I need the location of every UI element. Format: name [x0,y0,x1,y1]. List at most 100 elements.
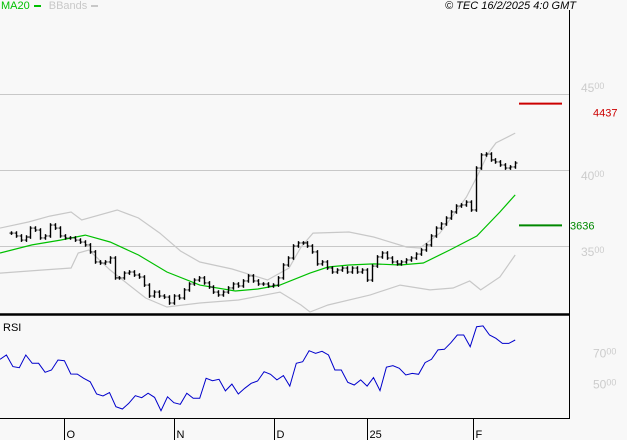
ohlc-bar [335,268,340,274]
ohlc-bar [68,236,73,240]
ohlc-bar [24,235,29,242]
ohlc-bar [301,241,306,245]
ohlc-bar [19,234,24,242]
ohlc-bar [132,270,137,277]
ohlc-bar [147,283,152,298]
price-tick-label: 3500 [581,245,604,259]
ohlc-bar [513,161,518,169]
ohlc-bar [261,282,266,286]
ohlc-bar [315,250,320,266]
copyright-timestamp: © TEC 16/2/2025 4:0 GMT [445,0,576,12]
legend-bbands-label: BBands [48,0,88,12]
ohlc-bar [469,200,474,212]
ohlc-bar [221,290,226,297]
ohlc-bar [390,256,395,264]
tick-major: 50 [593,377,607,391]
ohlc-bar [419,248,424,256]
tick-minor: 00 [594,81,604,91]
ohlc-bar [380,251,385,259]
ohlc-bar [409,256,414,262]
x-tick-label: N [177,429,185,440]
ohlc-bar [177,294,182,300]
ohlc-bar [167,295,172,305]
ohlc-bar [345,266,350,274]
ohlc-bar [117,276,122,280]
ohlc-bar [395,260,400,266]
ohlc-bar [340,266,345,272]
chart-legend: MA20 BBands [1,0,99,12]
tick-major: 70 [593,347,607,361]
ohlc-bar [454,204,459,214]
ohlc-bar [355,266,360,274]
price-gridlines [0,94,569,247]
ohlc-bar [157,290,162,298]
ohlc-bar [414,252,419,260]
ohlc-bar [434,226,439,238]
time-axis: O N D 25 F [64,419,483,440]
ohlc-bar [83,240,88,247]
ohlc-bar [137,273,142,279]
ohlc-bar [53,223,58,230]
ohlc-bar [404,258,409,264]
ohlc-bar [192,278,197,286]
ohlc-bar [484,152,489,157]
ohlc-bar [251,274,256,283]
price-levels: 4437 3636 [519,102,617,232]
ohlc-bar [365,268,370,282]
ohlc-bar [226,286,231,294]
ohlc-bar [108,256,113,264]
ohlc-bar [93,250,98,264]
ohlc-bar [271,283,276,288]
tick-minor: 00 [594,245,604,255]
legend-bbands-swatch [91,5,99,7]
ohlc-bar [142,275,147,287]
ohlc-bar [266,282,271,288]
ohlc-bar [211,285,216,294]
ohlc-bar [459,203,464,208]
ohlc-bar [281,263,286,280]
x-tick-label: O [67,429,76,440]
tick-minor: 00 [606,377,616,387]
ohlc-bar [197,276,202,282]
tick-minor: 00 [606,347,616,357]
ohlc-bar [73,236,78,242]
price-bars [9,152,518,305]
bb-upper-line [0,132,516,281]
ohlc-bar [58,226,63,238]
x-tick-label: F [476,429,483,440]
bb-lower-line [0,249,516,313]
ohlc-bar [464,200,469,207]
ohlc-bar [127,270,132,275]
ohlc-bar [449,210,454,220]
ohlc-bar [14,231,19,238]
ohlc-bar [88,243,93,254]
ohlc-bar [256,279,261,286]
bollinger-bands [0,132,516,313]
rsi-tick-label: 7000 [593,347,616,361]
ohlc-bar [350,266,355,274]
ohlc-bar [375,255,380,268]
ohlc-bar [479,153,484,170]
ohlc-bar [444,216,449,226]
ohlc-bar [296,241,301,248]
ohlc-bar [493,158,498,164]
ohlc-bar [360,268,365,274]
tick-major: 40 [581,169,595,183]
x-tick-label: D [277,429,285,440]
ohlc-bar [48,223,53,238]
level-label: 4437 [593,108,617,120]
ohlc-bar [439,222,444,230]
ohlc-bar [489,152,494,162]
ma20-path [0,194,516,292]
ohlc-bar [182,288,187,300]
ohlc-bar [503,163,508,170]
ohlc-bar [216,290,221,297]
ohlc-bar [103,260,108,265]
rsi-tick-label: 5000 [593,377,616,391]
ohlc-bar [187,282,192,292]
ohlc-bar [33,226,38,232]
level-label: 3636 [570,220,594,232]
ohlc-bar [9,231,14,235]
